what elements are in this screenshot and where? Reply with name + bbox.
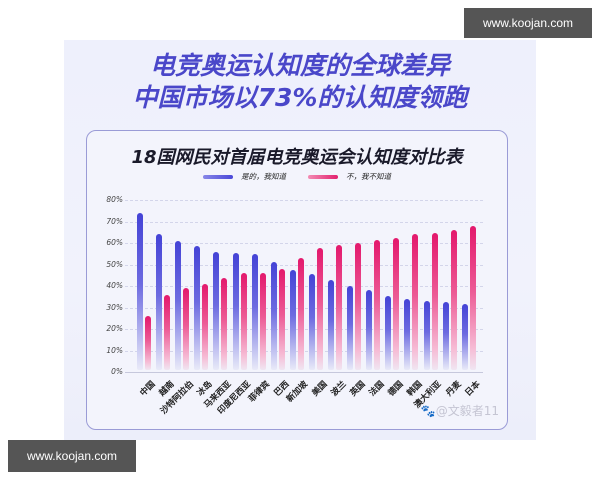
bar-yes [385, 295, 392, 370]
x-axis-line [125, 372, 483, 373]
bar-yes [442, 302, 449, 370]
bar-yes [366, 290, 373, 370]
headline-line-1: 电竞奥运认知度的全球差异 [149, 51, 450, 80]
bar-yes [194, 246, 201, 370]
bar-no [355, 243, 362, 370]
plot-area: 0% 10% 20% 30% 40% 50% 60% 70% 80% 中国 越南 沙特阿拉伯 冰岛 马来西… [87, 131, 507, 429]
bar-no [183, 288, 190, 370]
headline-line-2: 中国市场以73%的认知度领跑 [132, 83, 468, 112]
x-tick-label: 德国 [386, 379, 406, 399]
legend-item-no: 不，我不知道 [308, 171, 391, 182]
bar-yes [404, 298, 411, 370]
gridline [125, 350, 483, 352]
chart-card: 18国网民对首届电竞奥运会认知度对比表 是的，我知道 不，我不知道 0% 10% 2… [86, 130, 508, 430]
y-tick-label: 30% [106, 302, 123, 312]
bar-yes [461, 304, 468, 370]
bar-yes [156, 234, 163, 370]
bar-no [278, 268, 285, 370]
y-tick-label: 50% [106, 259, 123, 269]
legend-label-yes: 是的，我知道 [241, 172, 286, 181]
legend-swatch-pink-icon [308, 174, 338, 179]
bar-no [240, 273, 247, 370]
legend-item-yes: 是的，我知道 [203, 171, 286, 182]
bar-yes [423, 301, 430, 370]
bar-yes [289, 269, 296, 370]
x-tick-label: 美国 [310, 379, 330, 399]
x-tick-label: 丹麦 [443, 379, 464, 399]
bar-no [316, 248, 323, 370]
y-tick-label: 70% [106, 216, 123, 226]
bar-no [469, 225, 476, 370]
gridline [125, 243, 483, 244]
bar-no [297, 258, 304, 370]
x-tick-label: 英国 [348, 379, 368, 399]
chart-legend: 是的，我知道 不，我不知道 [87, 171, 507, 182]
headline: 电竞奥运认知度的全球差异 中国市场以73%的认知度领跑 [64, 50, 536, 114]
bar-yes [213, 251, 220, 370]
gridline [125, 286, 483, 287]
bar-no [336, 245, 342, 370]
y-tick-label: 60% [106, 238, 123, 247]
bar-no [393, 237, 400, 370]
bar-no [221, 278, 228, 370]
y-tick-label: 20% [106, 324, 123, 333]
y-tick-label: 0% [111, 367, 123, 376]
bar-no [431, 233, 438, 370]
gridline [125, 264, 483, 266]
bar-yes [270, 262, 277, 370]
bar-yes [232, 252, 239, 370]
bar-no [450, 230, 457, 370]
x-tick-label: 日本 [463, 379, 483, 399]
bar-no [412, 234, 419, 370]
bar-no [164, 294, 171, 370]
bar-yes [251, 253, 258, 370]
gridline [125, 200, 483, 201]
bar-yes [328, 279, 334, 370]
infographic-poster: 电竞奥运认知度的全球差异 中国市场以73%的认知度领跑 18国网民对首届电竞奥运… [64, 40, 536, 440]
gridline [125, 221, 483, 223]
y-tick-label: 40% [106, 281, 123, 290]
gridline [125, 307, 483, 309]
y-tick-label: 80% [106, 195, 123, 204]
bar-no [374, 239, 381, 370]
watermark-top-right: www.koojan.com [464, 8, 592, 38]
bar-yes [308, 274, 315, 370]
bar-no [259, 273, 266, 370]
gridline [125, 329, 483, 330]
bar-yes [347, 286, 354, 370]
bar-no [145, 316, 151, 370]
x-tick-label: 中国 [138, 379, 158, 399]
author-watermark: 🐾@文毅者11 [420, 404, 499, 418]
y-tick-label: 10% [106, 345, 123, 355]
watermark-bottom-left: www.koojan.com [8, 440, 136, 472]
x-tick-label: 法国 [367, 379, 387, 399]
bar-yes [137, 212, 143, 370]
bar-no [202, 283, 209, 370]
chart-title: 18国网民对首届电竞奥运会认知度对比表 [131, 147, 463, 168]
legend-label-no: 不，我不知道 [346, 172, 391, 181]
x-tick-label: 波兰 [329, 379, 349, 399]
bar-yes [175, 240, 182, 370]
legend-swatch-blue-icon [203, 174, 233, 179]
